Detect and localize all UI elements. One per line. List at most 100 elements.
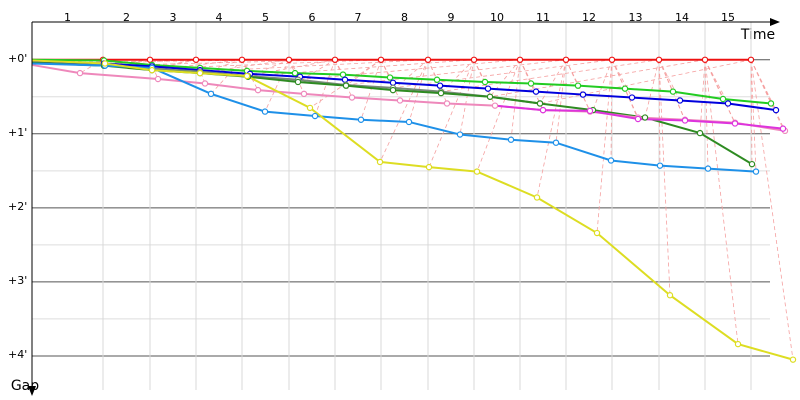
data-point	[491, 102, 499, 109]
data-point	[311, 112, 319, 120]
lap-guide	[476, 59, 521, 172]
data-point	[456, 131, 464, 138]
data-point	[201, 80, 209, 87]
data-point	[669, 88, 677, 95]
data-point	[593, 229, 601, 237]
lap-guide	[750, 59, 757, 172]
data-point	[437, 89, 445, 97]
data-point	[621, 85, 629, 92]
data-point	[748, 160, 756, 168]
lap-guide	[199, 59, 290, 74]
data-point	[586, 107, 594, 115]
lap-guide	[489, 59, 706, 98]
data-point	[701, 56, 709, 63]
data-point	[779, 125, 787, 132]
lap-guide	[264, 59, 290, 112]
data-point	[148, 66, 156, 74]
data-point	[789, 356, 797, 363]
data-point	[724, 100, 732, 107]
data-point	[562, 56, 570, 63]
data-point	[331, 56, 339, 63]
lap-guide	[750, 59, 784, 129]
data-point	[719, 95, 727, 103]
lap-guide	[592, 59, 613, 111]
lap-guide	[489, 59, 521, 98]
lap-guide	[195, 59, 206, 84]
data-point	[341, 76, 349, 83]
data-point	[425, 163, 433, 171]
lap-label: 13	[629, 11, 643, 24]
lap-guide	[247, 59, 475, 77]
lap-label: 11	[536, 11, 550, 24]
lap-guide	[658, 59, 681, 101]
lap-label: 7	[355, 11, 362, 24]
lap-guide	[519, 59, 537, 92]
lap-label: 1	[64, 11, 71, 24]
data-point	[579, 91, 587, 98]
data-point	[146, 56, 154, 63]
data-point	[76, 69, 84, 77]
lap-guide	[79, 59, 104, 74]
data-point	[704, 165, 712, 172]
lap-guide	[440, 59, 475, 94]
points	[76, 56, 797, 363]
data-point	[386, 74, 394, 81]
lap-label: 9	[448, 11, 455, 24]
data-point	[339, 71, 347, 78]
data-point	[731, 120, 739, 127]
lap-guide	[392, 59, 613, 89]
lap-guide	[459, 59, 475, 135]
lap-guide	[297, 59, 336, 83]
lap-guide	[539, 59, 567, 104]
lap-guide	[151, 59, 243, 71]
data-point	[655, 56, 663, 63]
lap-guide	[288, 59, 305, 94]
y-tick-label: +0'	[8, 52, 27, 65]
data-point	[628, 94, 636, 101]
lap-guide	[596, 59, 613, 234]
lap-guide	[658, 59, 671, 296]
data-point	[238, 56, 246, 63]
x-axis-arrow	[770, 18, 780, 26]
data-point	[486, 93, 494, 100]
data-point	[300, 90, 308, 98]
data-point	[101, 60, 109, 67]
data-point	[424, 56, 432, 63]
data-point	[481, 78, 489, 86]
data-point	[552, 139, 560, 146]
lap-label: 4	[216, 11, 223, 24]
data-point	[306, 104, 314, 112]
data-point	[507, 136, 515, 143]
data-point	[747, 56, 755, 63]
series-line	[31, 59, 794, 361]
data-point	[377, 56, 385, 63]
data-point	[696, 129, 704, 137]
data-point	[634, 115, 642, 123]
y-axis-arrow	[28, 386, 36, 396]
data-point	[443, 100, 451, 107]
y-tick-label: +1'	[8, 126, 27, 139]
lap-label: 15	[721, 11, 735, 24]
data-point	[376, 158, 384, 166]
lap-guide	[408, 59, 429, 123]
data-point	[772, 106, 780, 114]
data-point	[607, 157, 615, 164]
data-point	[294, 78, 302, 86]
data-point	[470, 56, 478, 63]
lap-guide	[246, 59, 336, 77]
data-point	[666, 292, 674, 299]
data-point	[396, 97, 404, 104]
lap-label: 6	[309, 11, 316, 24]
lap-guide	[440, 59, 660, 92]
data-point	[254, 86, 262, 94]
data-point	[285, 56, 293, 63]
data-point	[681, 117, 689, 124]
data-point	[527, 80, 535, 87]
series-line	[31, 60, 777, 112]
data-point	[536, 100, 544, 107]
data-point	[291, 69, 299, 77]
data-point	[389, 79, 397, 86]
lap-label: 3	[170, 11, 177, 24]
data-point	[405, 118, 413, 126]
